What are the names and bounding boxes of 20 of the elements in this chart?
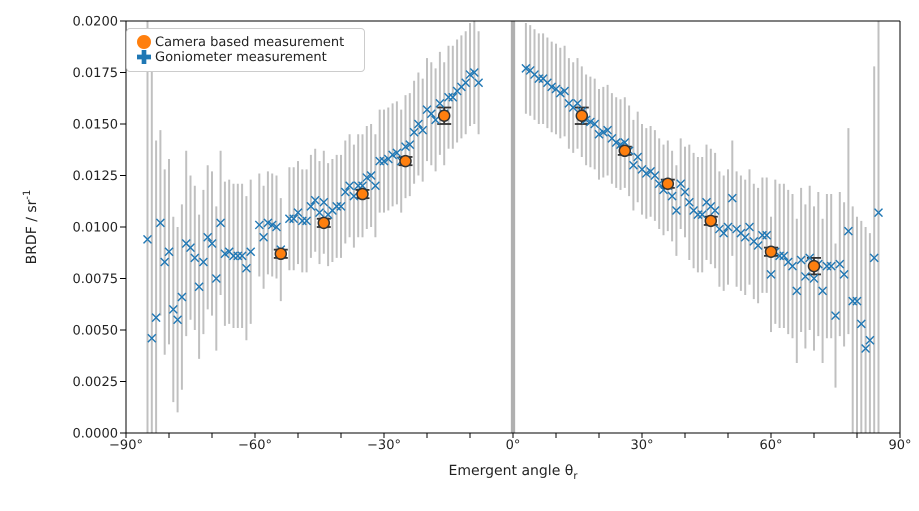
x-tick-label: 0° [506, 438, 520, 454]
y-tick-label: 0.0075 [72, 272, 118, 288]
x-axis-title: Emergent angle θ$_{r}$ [448, 463, 578, 482]
y-tick-label: 0.0050 [72, 324, 118, 339]
y-tick-label: 0.0150 [72, 118, 118, 133]
y-tick-label: 0.0200 [72, 14, 118, 30]
y-tick-label: 0.0125 [72, 169, 118, 184]
x-tick-label: 30° [630, 438, 654, 454]
y-tick-label: 0.0025 [72, 375, 118, 390]
x-tick-label: 60° [759, 438, 783, 454]
point [808, 260, 820, 272]
x-tick-label: 90° [888, 438, 912, 454]
legend-label: Camera based measurement [155, 35, 344, 50]
x-tick-label: −60° [238, 438, 272, 454]
x-tick-label: −30° [367, 438, 401, 454]
legend-label: Goniometer measurement [155, 50, 327, 65]
y-tick-label: 0.0175 [72, 66, 118, 82]
point [438, 110, 450, 122]
point [576, 110, 588, 122]
y-tick-label: 0.0100 [72, 220, 118, 236]
